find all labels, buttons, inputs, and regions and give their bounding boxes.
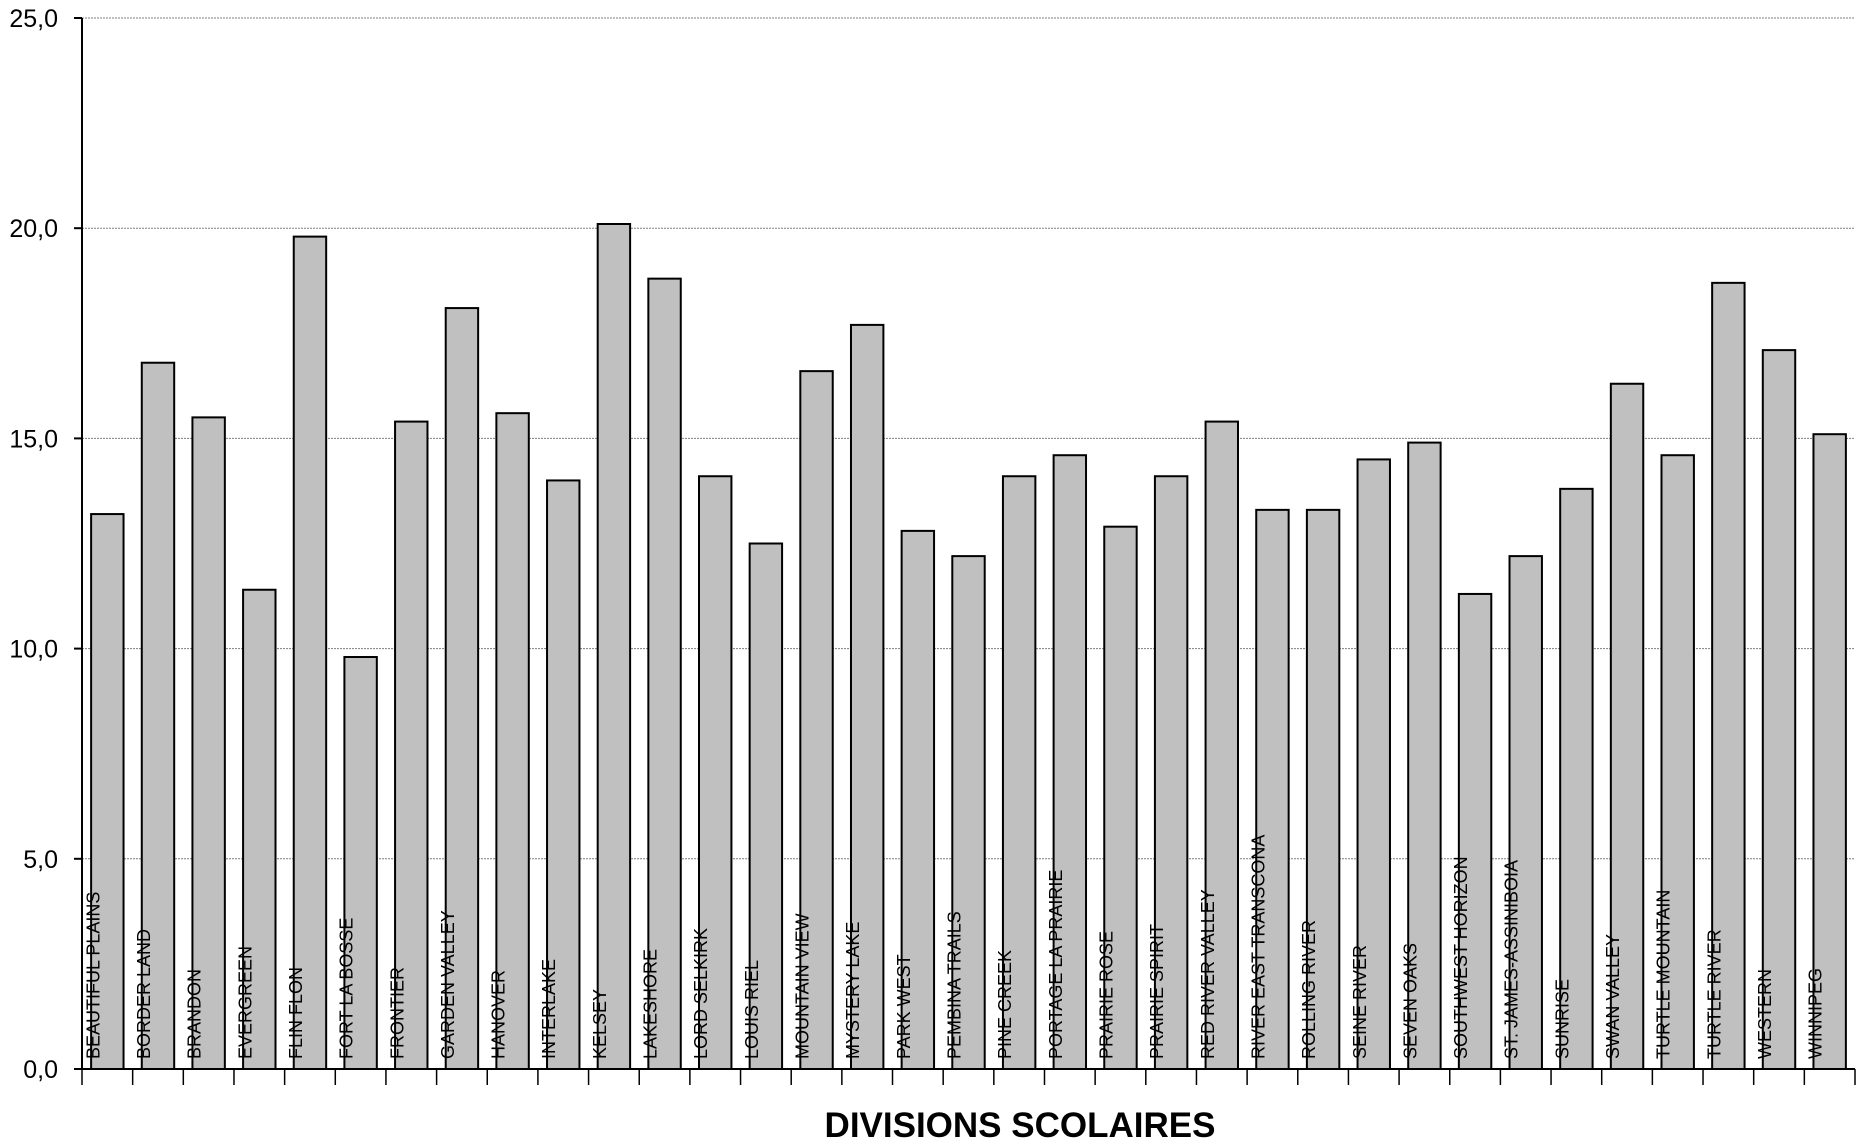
category-label: PORTAGE LA PRAIRIE [1046, 870, 1066, 1059]
category-label: LOUIS RIEL [742, 960, 762, 1059]
category-label: PEMBINA TRAILS [945, 911, 965, 1059]
category-label: HANOVER [489, 970, 509, 1059]
bar [647, 277, 682, 1070]
category-label: WINNIPEG [1806, 968, 1826, 1059]
bar [1255, 508, 1290, 1071]
y-tick-label: 5,0 [23, 846, 58, 874]
category-label: PRAIRIE ROSE [1096, 931, 1116, 1059]
category-label: FLIN FLON [286, 967, 306, 1059]
category-label: RED RIVER VALLEY [1198, 889, 1218, 1059]
bar [698, 475, 733, 1070]
y-tick-label: 25,0 [9, 5, 58, 33]
category-label: TURTLE RIVER [1704, 929, 1724, 1059]
bar [1508, 555, 1543, 1070]
y-tick-label: 0,0 [23, 1056, 58, 1084]
bar [900, 529, 936, 1070]
category-label: BORDER LAND [134, 929, 154, 1059]
bar [596, 222, 632, 1071]
bar [799, 370, 834, 1070]
category-label: PARK WEST [894, 954, 914, 1059]
category-labels: BEAUTIFUL PLAINS BORDER LAND BRANDON EVERGR… [83, 835, 1825, 1059]
category-label: INTERLAKE [539, 959, 559, 1059]
category-label: SEINE RIVER [1350, 945, 1370, 1059]
category-label: BRANDON [185, 969, 205, 1059]
category-label: EVERGREEN [235, 946, 255, 1059]
bar [546, 479, 581, 1070]
category-label: SWAN VALLEY [1603, 934, 1623, 1059]
category-label: LAKESHORE [641, 949, 661, 1059]
category-label: LORD SELKIRK [691, 928, 711, 1059]
bars [90, 222, 1847, 1071]
category-label: GARDEN VALLEY [438, 910, 458, 1059]
bar [1457, 592, 1493, 1070]
bar [140, 361, 176, 1070]
bar [394, 420, 429, 1071]
bar [495, 412, 530, 1070]
category-label: SUNRISE [1552, 979, 1572, 1059]
bar [1052, 454, 1088, 1070]
bar [191, 416, 226, 1070]
category-label: SOUTHWEST HORIZON [1451, 856, 1471, 1059]
category-label: FRONTIER [387, 967, 407, 1059]
bar [1204, 420, 1239, 1071]
x-axis-title: DIVISIONS SCOLAIRES [824, 1106, 1216, 1145]
bar [849, 323, 885, 1070]
bar [343, 656, 378, 1070]
bar [1761, 349, 1797, 1070]
bar [1153, 475, 1189, 1070]
category-label: WESTERN [1755, 969, 1775, 1059]
category-label: KELSEY [590, 989, 610, 1059]
category-label: PINE CREEK [995, 950, 1015, 1059]
category-label: MOUNTAIN VIEW [793, 913, 813, 1059]
bar [444, 307, 480, 1070]
bar [748, 542, 784, 1070]
category-label: FORT LA BOSSE [337, 918, 357, 1059]
bar [242, 588, 277, 1071]
bar [1103, 525, 1138, 1070]
bar [1812, 433, 1847, 1071]
category-label: ST. JAMES-ASSINIBOIA [1502, 860, 1522, 1059]
y-tick-label: 10,0 [9, 636, 58, 664]
bar [1407, 441, 1442, 1070]
y-tick-label: 20,0 [9, 215, 58, 243]
category-label: ROLLING RIVER [1299, 920, 1319, 1059]
bar [1711, 281, 1746, 1070]
axes [81, 18, 1856, 1085]
category-label: MYSTERY LAKE [843, 922, 863, 1059]
bar [90, 513, 125, 1070]
y-tick-label: 15,0 [9, 425, 58, 453]
category-label: TURTLE MOUNTAIN [1654, 890, 1674, 1059]
y-tick-labels: 0,0 5,0 10,0 15,0 20,0 25,0 [9, 5, 58, 1084]
bar [292, 235, 328, 1071]
category-label: PRAIRIE SPIRIT [1147, 924, 1167, 1059]
category-label: SEVEN OAKS [1400, 943, 1420, 1059]
bar [1001, 475, 1037, 1070]
category-label: RIVER EAST TRANSCONA [1248, 835, 1268, 1059]
category-label: BEAUTIFUL PLAINS [83, 892, 103, 1059]
